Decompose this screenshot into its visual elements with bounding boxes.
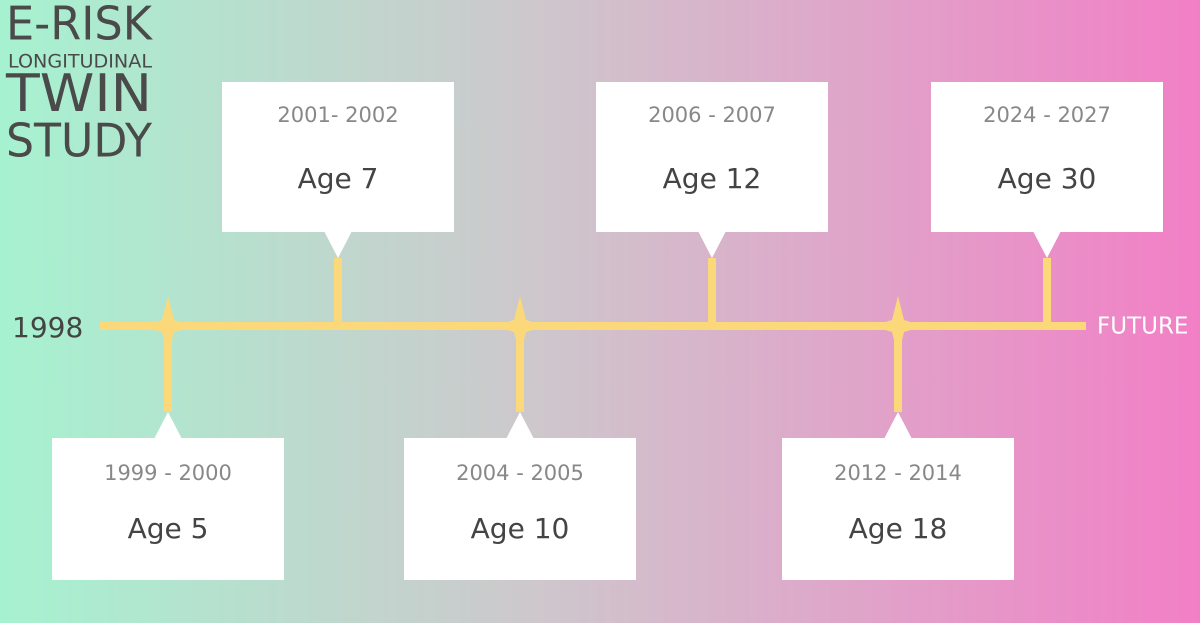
event-box <box>782 438 1014 580</box>
start-label: 1998 <box>12 311 83 344</box>
star <box>142 296 194 356</box>
event-age: Age 7 <box>298 162 379 195</box>
event-age: Age 5 <box>128 512 209 545</box>
event-years: 2004 - 2005 <box>456 461 584 485</box>
event-years: 2012 - 2014 <box>834 461 962 485</box>
pointer <box>698 231 726 258</box>
event-box <box>222 82 454 232</box>
event-years: 1999 - 2000 <box>104 461 232 485</box>
event-age: Age 30 <box>998 162 1097 195</box>
pointer <box>1033 231 1061 258</box>
pointer <box>506 412 534 439</box>
event-box <box>596 82 828 232</box>
title: E-RISK LONGITUDINAL TWIN STUDY <box>5 0 154 168</box>
title-line: E-RISK <box>6 0 154 51</box>
end-label: FUTURE <box>1097 314 1188 340</box>
star <box>494 296 546 356</box>
title-line: STUDY <box>6 114 153 168</box>
event-age: Age 12 <box>663 162 762 195</box>
pointer <box>884 412 912 439</box>
event-years: 2001- 2002 <box>277 103 398 127</box>
event-box <box>404 438 636 580</box>
event-years: 2006 - 2007 <box>648 103 776 127</box>
title-line: LONGITUDINAL <box>8 51 152 73</box>
event-box <box>931 82 1163 232</box>
title-line: TWIN <box>5 64 152 124</box>
events: 1999 - 2000 Age 5 2001- 2002 Age 7 2004 - 20… <box>52 82 1163 580</box>
star <box>872 296 924 356</box>
event-years: 2024 - 2027 <box>983 103 1111 127</box>
pointer <box>324 231 352 258</box>
event-age: Age 10 <box>471 512 570 545</box>
event-box <box>52 438 284 580</box>
event-age: Age 18 <box>849 512 948 545</box>
pointer <box>154 412 182 439</box>
